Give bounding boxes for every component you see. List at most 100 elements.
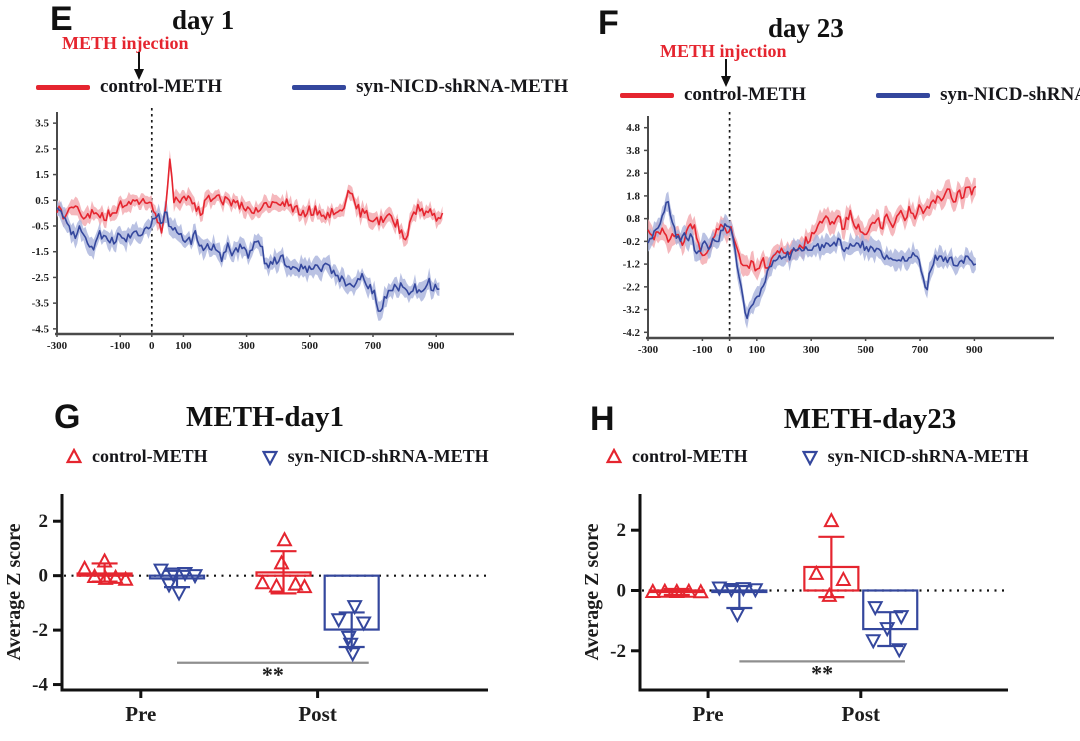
svg-text:Post: Post <box>842 702 881 726</box>
legend-line-swatch-control <box>620 92 674 98</box>
panel-title-day23: day 23 <box>768 13 844 43</box>
legend-line-swatch-shrna <box>876 92 931 98</box>
svg-text:-3.5: -3.5 <box>32 298 50 310</box>
legend-item-control: control-METH <box>36 76 222 98</box>
svg-text:100: 100 <box>749 344 766 356</box>
legend-triangle-up-icon <box>65 447 83 463</box>
legend-line-swatch-shrna <box>292 84 347 90</box>
svg-text:3.8: 3.8 <box>626 145 640 157</box>
svg-text:700: 700 <box>365 340 382 352</box>
panel-G: G METH-day1 control-METH syn-NICD-shRNA-… <box>0 388 540 741</box>
svg-text:100: 100 <box>175 340 192 352</box>
axes: 3.5 2.5 1.5 0.5 -0.5 -1.5 -2.5 -3.5 -4.5 -300 -100… <box>32 112 514 352</box>
svg-text:**: ** <box>262 662 284 687</box>
svg-text:0.8: 0.8 <box>626 213 640 225</box>
legend-item-control: control-METH <box>604 446 748 467</box>
legend-label-shrna: syn-NICD-shRNA-METH <box>940 84 1080 105</box>
trace-line-control-METH <box>647 185 977 272</box>
svg-text:-4: -4 <box>32 675 48 696</box>
svg-text:300: 300 <box>238 340 255 352</box>
svg-text:300: 300 <box>803 344 820 356</box>
legend-label-control: control-METH <box>632 446 748 466</box>
legend-label-control: control-METH <box>100 76 223 97</box>
svg-text:-0.2: -0.2 <box>623 236 641 248</box>
panel-title-meth-day23: METH-day23 <box>783 403 957 435</box>
trace-line-syn-NICD-shRNA-METH <box>56 207 440 312</box>
axes: 2 0 -2 -4 Pre Post <box>32 494 488 726</box>
legend: control-METH syn-NICD-shRNA-METH <box>64 446 489 467</box>
svg-text:700: 700 <box>912 344 929 356</box>
svg-text:500: 500 <box>857 344 874 356</box>
svg-text:-4.2: -4.2 <box>623 327 641 339</box>
panel-title-meth-day1: METH-day1 <box>186 401 344 433</box>
meth-injection-label: METH injection <box>660 41 787 61</box>
scatter-chart-meth-day23: 2 0 -2 Pre Post Average Z score ** <box>581 494 1008 726</box>
svg-text:-300: -300 <box>47 340 68 352</box>
svg-text:Post: Post <box>298 702 337 726</box>
legend-item-shrna: syn-NICD-shRNA-METH <box>292 76 568 98</box>
svg-text:0: 0 <box>149 340 155 352</box>
cluster-pre-syn-NICD-shRNA-METH <box>711 581 768 624</box>
legend: control-METH syn-NICD-shRNA-METH <box>36 76 568 98</box>
trace-band-control-METH <box>648 176 976 281</box>
svg-text:-2.5: -2.5 <box>32 272 50 284</box>
panel-H: H METH-day23 control-METH syn-NICD-shRNA… <box>540 388 1080 741</box>
panel-letter-H: H <box>590 400 615 438</box>
svg-text:-2.2: -2.2 <box>623 281 641 293</box>
legend: control-METH syn-NICD-shRNA-METH <box>620 84 1080 106</box>
significance: ** <box>739 660 905 685</box>
trace-line-control-METH <box>56 158 444 241</box>
cluster-post-syn-NICD-shRNA-METH <box>323 574 380 663</box>
svg-text:-4.5: -4.5 <box>32 323 50 335</box>
legend: control-METH syn-NICD-shRNA-METH <box>604 446 1029 467</box>
panel-letter-G: G <box>54 398 81 436</box>
meth-injection-label: METH injection <box>62 33 189 53</box>
legend-triangle-down-icon <box>801 450 818 466</box>
panel-F: F day 23 METH injection control-METH syn… <box>540 0 1080 388</box>
cluster-pre-control-METH <box>644 582 709 599</box>
trace-line-syn-NICD-shRNA-METH <box>647 200 977 320</box>
cluster-pre-syn-NICD-shRNA-METH <box>148 563 206 602</box>
svg-text:-2: -2 <box>32 620 48 641</box>
trace-band-syn-NICD-shRNA-METH <box>57 199 440 321</box>
trace-band-syn-NICD-shRNA-METH <box>648 191 976 329</box>
svg-text:900: 900 <box>428 340 445 352</box>
legend-line-swatch-control <box>36 84 90 90</box>
svg-text:-100: -100 <box>692 344 713 356</box>
legend-item-shrna: syn-NICD-shRNA-METH <box>260 446 489 467</box>
line-chart-day1: 3.5 2.5 1.5 0.5 -0.5 -1.5 -2.5 -3.5 -4.5 -300 -100… <box>32 108 514 352</box>
significance: ** <box>177 661 369 687</box>
panel-letter-E: E <box>50 0 73 38</box>
svg-text:900: 900 <box>966 344 983 356</box>
svg-text:2: 2 <box>39 511 49 532</box>
svg-text:-1.5: -1.5 <box>32 246 50 258</box>
svg-text:2: 2 <box>617 520 627 541</box>
scatter-chart-meth-day1: 2 0 -2 -4 Pre Post Average Z score ** <box>3 494 488 726</box>
svg-text:-3.2: -3.2 <box>623 304 641 316</box>
svg-text:500: 500 <box>302 340 319 352</box>
svg-text:**: ** <box>811 660 833 685</box>
line-chart-day23: 4.8 3.8 2.8 1.8 0.8 -0.2 -1.2 -2.2 -3.2 -4.2 -300 -… <box>623 112 1054 356</box>
cluster-post-syn-NICD-shRNA-METH <box>862 589 919 659</box>
svg-text:0: 0 <box>727 344 733 356</box>
legend-item-shrna: syn-NICD-shRNA-METH <box>876 84 1080 106</box>
legend-triangle-up-icon <box>605 447 623 463</box>
down-arrow-icon <box>721 59 731 87</box>
panel-title-day1: day 1 <box>172 5 235 35</box>
legend-triangle-down-icon <box>261 450 278 466</box>
down-arrow-icon <box>134 52 144 80</box>
svg-text:Pre: Pre <box>125 702 156 726</box>
panel-letter-F: F <box>598 4 619 42</box>
svg-text:2.8: 2.8 <box>626 168 640 180</box>
svg-text:-100: -100 <box>110 340 131 352</box>
svg-text:-300: -300 <box>638 344 659 356</box>
svg-text:-2: -2 <box>610 641 626 662</box>
legend-label-control: control-METH <box>92 446 208 466</box>
legend-label-shrna: syn-NICD-shRNA-METH <box>827 446 1029 466</box>
svg-text:-0.5: -0.5 <box>32 221 50 233</box>
svg-text:Pre: Pre <box>693 702 724 726</box>
svg-text:4.8: 4.8 <box>626 122 640 134</box>
legend-item-control: control-METH <box>64 446 208 467</box>
cluster-post-control-METH <box>254 531 313 595</box>
svg-text:0: 0 <box>39 566 49 587</box>
